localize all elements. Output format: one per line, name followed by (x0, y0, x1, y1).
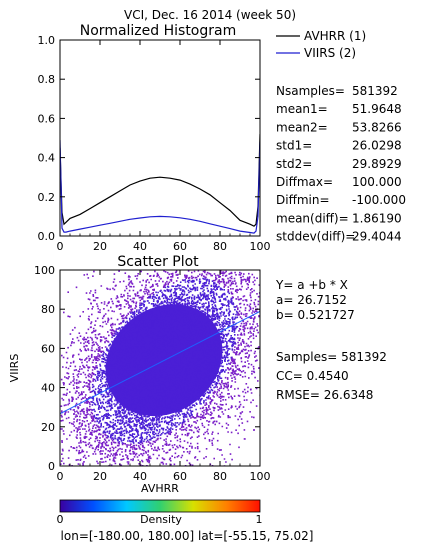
stat-label: std2= (276, 157, 312, 171)
scatter-correlation: CC= 0.4540 (276, 369, 349, 383)
stat-label: stddev(diff)= (276, 230, 355, 244)
stat-value: -100.000 (352, 193, 406, 207)
x-tick-label: 0 (57, 470, 64, 483)
y-tick-label: 40 (41, 382, 55, 395)
legend-label-viirs: VIIRS (2) (304, 46, 356, 60)
scatter-density-cloud (60, 270, 260, 466)
histogram-x-ticks: 0 20 40 60 80 100 (57, 40, 271, 253)
histogram-panel: Normalized Histogram 0 20 40 60 80 100 0.0 0.2… (38, 23, 406, 253)
x-tick-label: 80 (213, 470, 227, 483)
scatter-samples: Samples= 581392 (276, 350, 387, 364)
regression-fit-text: Y= a +b * X a= 26.7152 b= 0.521727 (275, 278, 355, 322)
histogram-title: Normalized Histogram (80, 23, 236, 39)
stat-value: 29.8929 (352, 157, 402, 171)
x-tick-label: 60 (173, 470, 187, 483)
y-tick-label: 1.0 (38, 34, 56, 47)
histogram-series-viirs (60, 139, 260, 234)
stat-label: Nsamples= (276, 84, 345, 98)
colorbar-gradient (59, 499, 261, 513)
x-tick-label: 80 (213, 240, 227, 253)
scatter-y-axis-label: VIIRS (8, 354, 21, 383)
colorbar: 0 Density 1 (57, 499, 263, 526)
x-tick-label: 0 (57, 240, 64, 253)
scatter-density-points-outer (60, 270, 260, 466)
histogram-legend: AVHRR (1) VIIRS (2) (276, 29, 366, 60)
stat-value: 100.000 (352, 175, 402, 189)
y-tick-label: 0.4 (38, 152, 56, 165)
regression-fit-line (60, 310, 260, 415)
y-tick-label: 60 (41, 342, 55, 355)
scatter-panel: Scatter Plot 0 20 40 60 80 100 0 20 40 60 80 100 A… (8, 254, 387, 495)
histogram-series-group (60, 134, 260, 234)
x-tick-label: 60 (173, 240, 187, 253)
y-tick-label: 80 (41, 303, 55, 316)
y-tick-label: 0 (48, 460, 55, 473)
y-tick-label: 0.8 (38, 73, 56, 86)
stat-label: mean1= (276, 102, 328, 116)
x-tick-label: 100 (250, 240, 271, 253)
y-tick-label: 0.2 (38, 191, 56, 204)
colorbar-min-label: 0 (57, 513, 64, 526)
histogram-y-ticks: 0.0 0.2 0.4 0.6 0.8 1.0 (38, 34, 260, 243)
stat-label: mean(diff)= (276, 211, 349, 225)
x-tick-label: 40 (133, 240, 147, 253)
y-tick-label: 0.6 (38, 112, 56, 125)
histogram-axes-frame (59, 39, 261, 237)
colorbar-max-label: 1 (256, 513, 263, 526)
scatter-title: Scatter Plot (117, 254, 199, 270)
scatter-rmse: RMSE= 26.6348 (276, 388, 373, 402)
stat-value: 29.4044 (352, 230, 402, 244)
stat-label: Diffmin= (276, 193, 330, 207)
y-tick-label: 100 (34, 264, 55, 277)
x-tick-label: 20 (93, 240, 107, 253)
scatter-y-ticks: 0 20 40 60 80 100 (34, 264, 260, 473)
stat-value: 26.0298 (352, 139, 402, 153)
histogram-stats: Nsamples= 581392 mean1= 51.9648 mean2= 53.826… (276, 84, 406, 244)
legend-label-avhrr: AVHRR (1) (304, 29, 366, 43)
scatter-density-points-inner (91, 277, 239, 444)
y-tick-label: 20 (41, 421, 55, 434)
x-tick-label: 100 (250, 470, 271, 483)
x-tick-label: 20 (93, 470, 107, 483)
footer-coordinates: lon=[-180.00, 180.00] lat=[-55.15, 75.02… (61, 529, 314, 543)
stat-value: 581392 (352, 84, 398, 98)
fit-intercept: a= 26.7152 (276, 293, 347, 307)
stat-value: 1.86190 (352, 211, 402, 225)
fit-equation: Y= a +b * X (275, 278, 348, 292)
stat-label: Diffmax= (276, 175, 333, 189)
figure-title: VCI, Dec. 16 2014 (week 50) (124, 8, 296, 22)
scatter-x-ticks: 0 20 40 60 80 100 (57, 270, 271, 483)
histogram-series-avhrr (60, 134, 260, 227)
stat-label: std1= (276, 139, 312, 153)
colorbar-title: Density (140, 513, 182, 526)
stat-value: 51.9648 (352, 102, 402, 116)
scatter-x-axis-label: AVHRR (141, 482, 179, 495)
x-tick-label: 40 (133, 470, 147, 483)
stat-value: 53.8266 (352, 120, 402, 134)
y-tick-label: 0.0 (38, 230, 56, 243)
scatter-stats: Samples= 581392 CC= 0.4540 RMSE= 26.6348 (276, 350, 387, 402)
stat-label: mean2= (276, 120, 328, 134)
fit-slope: b= 0.521727 (276, 308, 355, 322)
